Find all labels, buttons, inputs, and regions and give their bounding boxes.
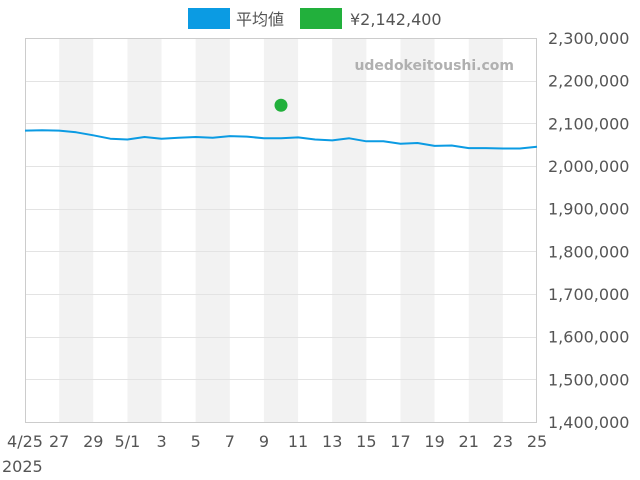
series-layer: [24, 98, 538, 150]
x-tick-label: 15: [356, 432, 376, 451]
y-tick-label: 1,600,000: [548, 328, 629, 347]
background-band: [332, 38, 367, 422]
plot-frame: [25, 38, 537, 423]
y-axis-ticks: 1,400,000 1,500,000 1,600,000 1,700,000 1,80…: [548, 29, 629, 432]
x-tick-label: 9: [259, 432, 269, 451]
y-tick-label: 1,800,000: [548, 242, 629, 261]
background-band: [263, 38, 299, 422]
x-tick-label: 4/25: [7, 432, 43, 451]
x-tick-label: 29: [83, 432, 103, 451]
x-tick-label: 23: [493, 432, 513, 451]
x-tick-label: 19: [424, 432, 444, 451]
background-band: [127, 38, 162, 422]
y-tick-label: 1,700,000: [548, 285, 629, 304]
x-tick-label: 27: [49, 432, 69, 451]
x-tick-label: 25: [527, 432, 547, 451]
legend-label-listing: ¥2,142,400: [350, 10, 442, 29]
x-tick-label: 5: [191, 432, 201, 451]
y-tick-label: 1,900,000: [548, 200, 629, 219]
legend: 平均値 ¥2,142,400: [188, 8, 442, 29]
x-tick-label: 5/1: [115, 432, 141, 451]
y-tick-label: 2,000,000: [548, 157, 629, 176]
legend-label-average: 平均値: [236, 10, 284, 29]
x-axis-year-label: 2025: [2, 457, 43, 476]
x-axis-ticks: 4/25 27 29 5/1 3 5 7 9 11 13 15 17 19 21 23 25: [7, 432, 547, 451]
x-tick-label: 11: [288, 432, 308, 451]
background-band: [468, 38, 503, 422]
y-tick-label: 2,100,000: [548, 114, 629, 133]
background-band: [59, 38, 94, 422]
x-tick-label: 7: [225, 432, 235, 451]
x-tick-label: 17: [390, 432, 410, 451]
y-tick-label: 2,200,000: [548, 72, 629, 91]
x-tick-label: 21: [459, 432, 479, 451]
y-tick-label: 2,300,000: [548, 29, 629, 48]
y-tick-label: 1,400,000: [548, 413, 629, 432]
legend-swatch-average: [188, 8, 230, 29]
x-tick-label: 3: [156, 432, 166, 451]
x-tick-label: 13: [322, 432, 342, 451]
y-tick-label: 1,500,000: [548, 370, 629, 389]
background-band: [195, 38, 230, 422]
average-price-line: [24, 129, 538, 150]
listing-price-point: [274, 98, 288, 112]
background-band: [400, 38, 435, 422]
alternating-background-bands: [59, 38, 503, 422]
watermark: udedokeitoushi.com: [354, 58, 514, 74]
legend-swatch-listing: [300, 8, 342, 29]
